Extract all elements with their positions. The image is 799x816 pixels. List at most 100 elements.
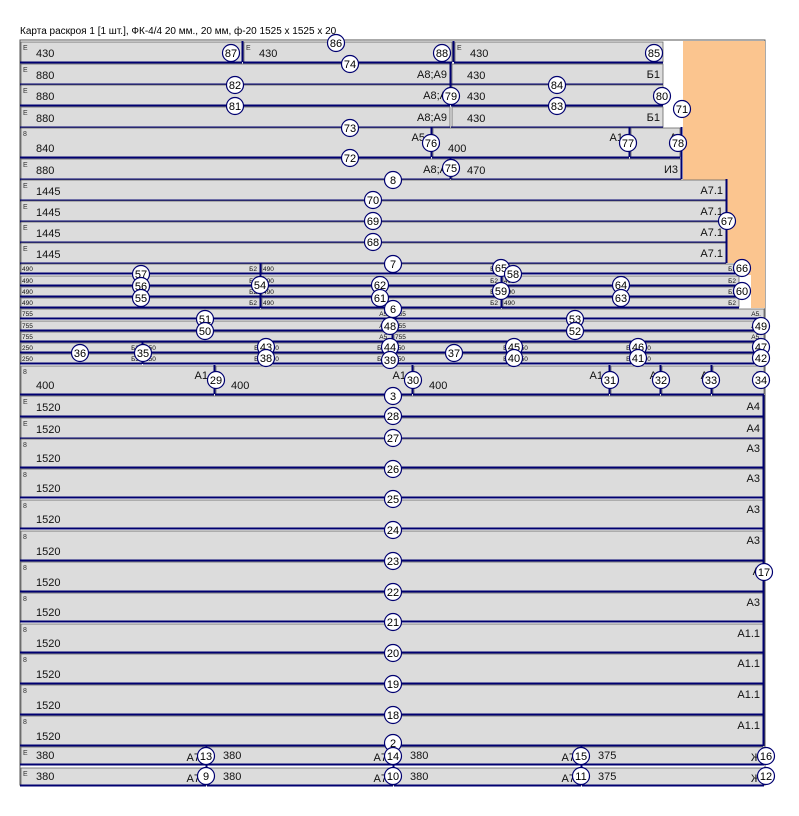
cut-number-label: 13 — [200, 751, 212, 763]
part-code-label: A3 — [747, 504, 760, 516]
part-code-label: A5. — [379, 334, 389, 341]
part-code-label: A8;A — [423, 90, 448, 102]
cut-number-label: 38 — [260, 353, 272, 365]
cut-number-marker — [383, 674, 403, 694]
cut-number-marker — [225, 75, 245, 95]
cut-number-label: 66 — [736, 263, 748, 275]
part-code-label: Б2 — [249, 266, 257, 273]
cut-number-marker — [340, 118, 360, 138]
cut-number-label: 73 — [344, 123, 356, 135]
cut-number-marker — [383, 612, 403, 632]
part-size-label: 430 — [467, 70, 485, 82]
cut-number-marker — [340, 148, 360, 168]
cut-number-marker — [652, 86, 672, 106]
edge-mark: E — [23, 771, 28, 778]
part-size-label: 1520 — [36, 546, 60, 558]
cut-number-label: 54 — [254, 280, 266, 292]
part-size-label: 755 — [395, 334, 406, 341]
part-code-label: A8;A — [423, 164, 448, 176]
part-size-label: 375 — [598, 750, 616, 762]
cut-number-label: 35 — [137, 348, 149, 360]
cut-number-marker — [383, 386, 403, 406]
cut-number-marker — [504, 348, 524, 368]
edge-mark: 8 — [23, 565, 27, 572]
cut-number-label: 87 — [225, 48, 237, 60]
part-size-label: 380 — [36, 771, 54, 783]
cut-number-marker — [383, 489, 403, 509]
cut-number-label: 44 — [384, 342, 396, 354]
part-code-label: A1.1 — [737, 689, 760, 701]
cut-number-label: 55 — [135, 293, 147, 305]
cut-number-marker — [441, 158, 461, 178]
cut-number-label: 49 — [755, 321, 767, 333]
cut-number-label: 10 — [387, 771, 399, 783]
part-size-label: 755 — [22, 311, 33, 318]
part-size-label: 880 — [36, 70, 54, 82]
cut-number-marker — [383, 643, 403, 663]
cut-number-marker — [383, 582, 403, 602]
cut-number-marker — [421, 133, 441, 153]
part-code-label: Б2 — [728, 278, 736, 285]
part-size-label: 755 — [395, 311, 406, 318]
cut-number-marker — [70, 343, 90, 363]
part-code-label: A1.1 — [737, 658, 760, 670]
cut-number-marker — [363, 190, 383, 210]
cut-number-marker — [732, 281, 752, 301]
cut-number-marker — [131, 288, 151, 308]
part-code-label: A8;A9 — [417, 112, 447, 124]
cut-number-label: 60 — [736, 286, 748, 298]
cut-number-label: 19 — [387, 679, 399, 691]
part-code-label: A1.1 — [737, 628, 760, 640]
edge-mark: 8 — [23, 719, 27, 726]
cut-number-marker — [756, 766, 776, 786]
edge-mark: E — [23, 45, 28, 52]
cut-number-marker — [256, 348, 276, 368]
part-size-label: 400 — [448, 143, 466, 155]
cut-number-marker — [363, 232, 383, 252]
part-code-label: A5. — [379, 311, 389, 318]
cut-number-label: 79 — [445, 91, 457, 103]
cut-number-marker — [611, 288, 631, 308]
cut-number-label: 30 — [407, 375, 419, 387]
part-code-label: И3 — [664, 164, 678, 176]
cut-number-label: 24 — [387, 525, 399, 537]
part-size-label: 375 — [598, 771, 616, 783]
cut-number-label: 18 — [387, 710, 399, 722]
part-size-label: 380 — [410, 750, 428, 762]
part-size-label: 1520 — [36, 514, 60, 526]
part-size-label: 755 — [22, 334, 33, 341]
part-size-label: 430 — [259, 48, 277, 60]
cut-number-label: 65 — [495, 263, 507, 275]
part-code-label: A3 — [747, 473, 760, 485]
part-size-label: 1520 — [36, 700, 60, 712]
cut-number-label: 48 — [384, 321, 396, 333]
part-code-label: A4 — [747, 401, 760, 413]
cut-number-label: 15 — [575, 751, 587, 763]
cut-number-marker — [195, 321, 215, 341]
edge-mark: 8 — [23, 442, 27, 449]
part-code-label: A7.1 — [700, 206, 723, 218]
part-code-label: Б2 — [249, 300, 257, 307]
part-size-label: 490 — [504, 300, 515, 307]
part-size-label: 1445 — [36, 228, 60, 240]
part-code-label: A3 — [747, 443, 760, 455]
cut-number-marker — [651, 370, 671, 390]
cut-number-label: 63 — [615, 293, 627, 305]
cut-number-label: 70 — [367, 195, 379, 207]
edge-mark: E — [23, 750, 28, 757]
cut-number-label: 41 — [632, 353, 644, 365]
cut-number-label: 28 — [387, 411, 399, 423]
cut-number-label: 11 — [575, 771, 586, 783]
part-code-label: A5. — [751, 334, 761, 341]
cut-number-marker — [225, 96, 245, 116]
cut-number-label: 42 — [755, 353, 767, 365]
cut-number-marker — [756, 746, 776, 766]
cut-number-label: 81 — [229, 101, 241, 113]
cut-number-marker — [380, 316, 400, 336]
part-size-label: 490 — [263, 289, 274, 296]
part-size-label: 400 — [36, 380, 54, 392]
cut-number-marker — [628, 348, 648, 368]
cut-number-label: 20 — [387, 648, 399, 660]
part-size-label: 1520 — [36, 483, 60, 495]
part-size-label: 430 — [36, 48, 54, 60]
